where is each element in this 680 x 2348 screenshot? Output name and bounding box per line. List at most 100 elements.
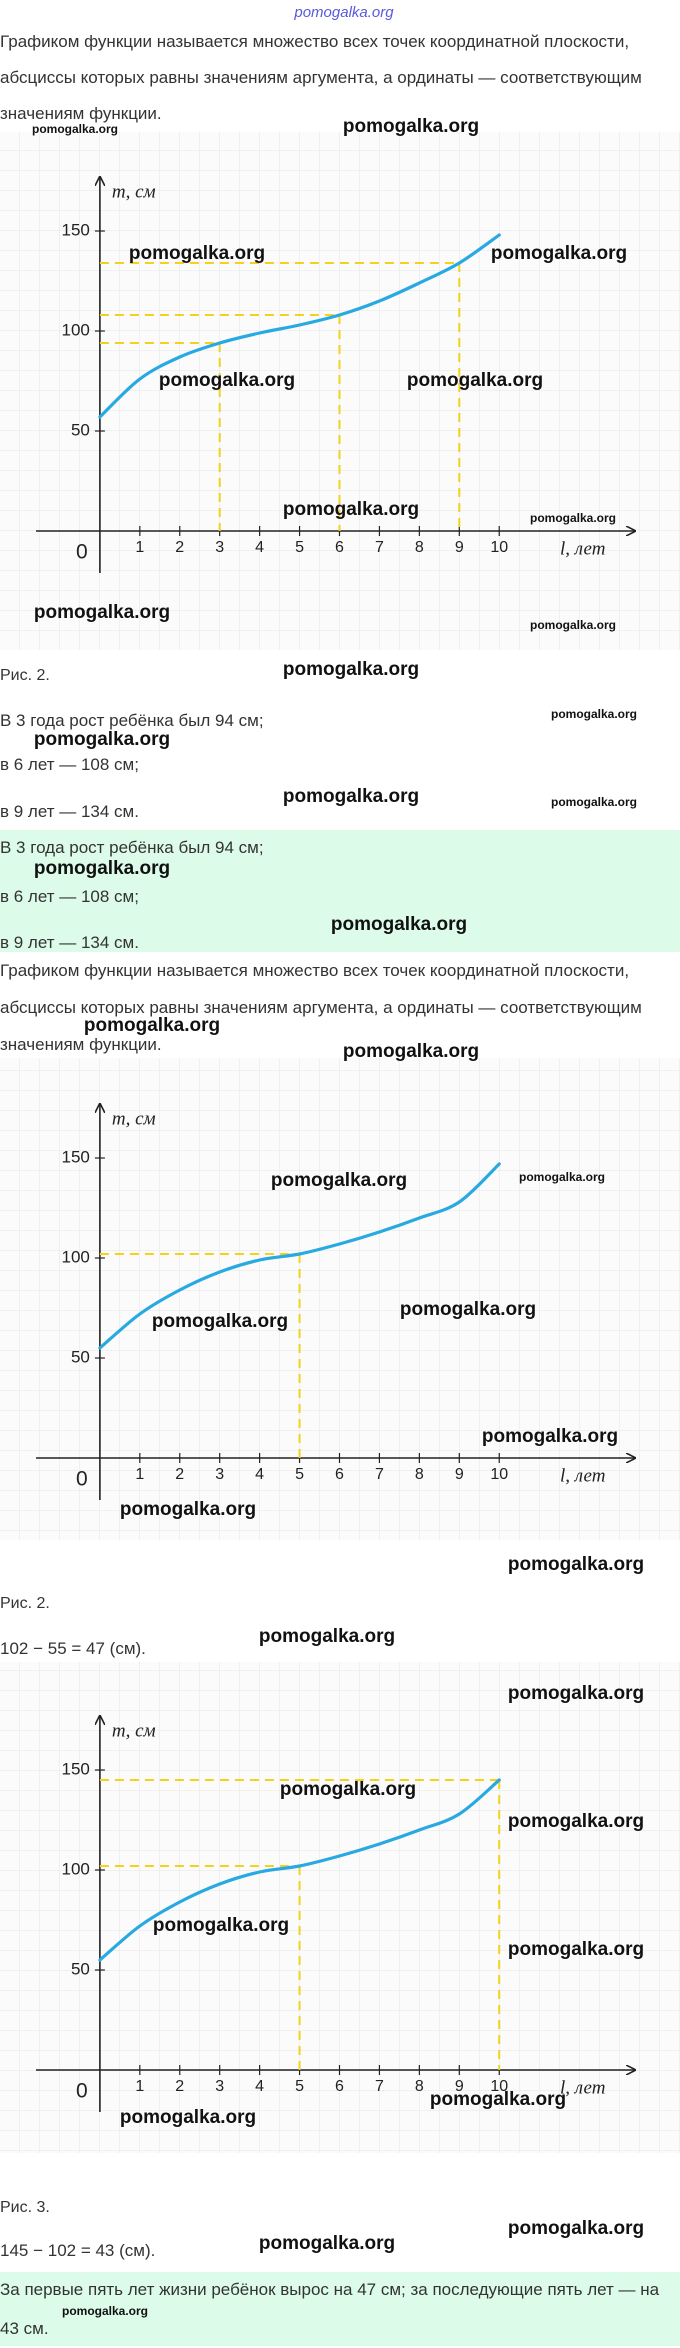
watermark: pomogalka.org [159,370,295,391]
y-tick-label: 150 [62,1759,90,1778]
watermark: pomogalka.org [283,499,419,520]
watermark: pomogalka.org [551,795,637,809]
x-tick-label: 1 [135,2078,144,2095]
curve [98,233,501,419]
x-tick-label: 2 [175,2078,184,2095]
answer-line: в 6 лет — 108 см; [0,755,139,774]
x-tick-label: 8 [415,1466,424,1483]
answer-line: в 9 лет — 134 см. [0,933,139,952]
x-tick-label: 10 [490,539,508,556]
watermark: pomogalka.org [331,914,467,935]
figure: 1 2 3 4 5 6 7 8 9 10 50 100 150 0 m, см l, лет Рис. 2. [0,1058,680,1612]
x-tick-label: 6 [335,1466,344,1483]
origin-label: 0 [76,541,88,564]
watermark: pomogalka.org [343,1041,479,1062]
x-tick-label: 7 [375,539,384,556]
y-tick-label: 100 [62,1247,90,1266]
answer-line: в 9 лет — 134 см. [0,802,139,821]
conclusion: За первые пять лет жизни ребёнок вырос н… [0,2280,660,2338]
watermark: pomogalka.org [508,1554,644,1575]
curve [98,1162,501,1350]
x-tick-label: 7 [375,2078,384,2095]
origin-label: 0 [76,2080,88,2103]
watermark: pomogalka.org [551,707,637,721]
definition: Графиком функции называется множество вс… [0,961,642,1054]
watermark: pomogalka.org [491,243,627,264]
x-tick-label: 2 [175,1466,184,1483]
watermark: pomogalka.org [283,786,419,807]
x-tick-label: 1 [135,539,144,556]
y-axis-label: m, см [112,181,156,202]
watermark: pomogalka.org [407,370,543,391]
definition: Графиком функции называется множество вс… [0,32,642,123]
figure-caption: Рис. 2. [0,1595,50,1612]
y-tick-label: 150 [62,1147,90,1166]
y-axis-label: m, см [112,1108,156,1129]
watermark: pomogalka.org [120,1499,256,1520]
watermark: pomogalka.org [153,1915,289,1936]
y-tick-label: 100 [62,320,90,339]
y-tick-label: 50 [71,1347,90,1366]
watermark: pomogalka.org [508,1939,644,1960]
x-tick-label: 5 [295,539,304,556]
answer-line: В 3 года рост ребёнка был 94 см; [0,711,264,730]
calculation: 145 − 102 = 43 (см). [0,2241,156,2260]
x-tick-label: 1 [135,1466,144,1483]
watermark: pomogalka.org [283,659,419,680]
watermark: pomogalka.org [84,1015,220,1036]
conclusion-box [0,2272,680,2346]
answer-line: в 6 лет — 108 см; [0,887,139,906]
x-tick-label: 10 [490,1466,508,1483]
x-tick-label: 3 [215,1466,224,1483]
x-axis-label: l, лет [560,2077,605,2098]
x-tick-label: 5 [295,2078,304,2095]
y-tick-label: 100 [62,1859,90,1878]
origin-label: 0 [76,1468,88,1491]
watermark: pomogalka.org [508,1811,644,1832]
watermark: pomogalka.org [34,858,170,879]
x-tick-label: 9 [455,2078,464,2095]
watermark: pomogalka.org [34,602,170,623]
watermark: pomogalka.org [34,729,170,750]
x-tick-label: 5 [295,1466,304,1483]
x-tick-label: 4 [255,1466,264,1483]
watermark: pomogalka.org [508,1683,644,1704]
watermark: pomogalka.org [32,122,118,136]
x-tick-label: 3 [215,2078,224,2095]
site-header[interactable]: pomogalka.org [293,4,394,21]
x-axis-label: l, лет [560,1465,605,1486]
x-tick-label: 3 [215,539,224,556]
x-tick-label: 9 [455,1466,464,1483]
watermark: pomogalka.org [530,618,616,632]
calculation: 102 − 55 = 47 (см). [0,1639,146,1658]
y-tick-label: 50 [71,420,90,439]
watermark: pomogalka.org [152,1311,288,1332]
curve [98,1778,501,1962]
x-tick-label: 10 [490,2078,508,2095]
watermark: pomogalka.org [62,2304,148,2318]
y-tick-label: 50 [71,1959,90,1978]
x-tick-label: 2 [175,539,184,556]
x-tick-label: 8 [415,2078,424,2095]
watermark: pomogalka.org [400,1299,536,1320]
watermark: pomogalka.org [482,1426,618,1447]
figure-caption: Рис. 3. [0,2199,50,2216]
watermark: pomogalka.org [259,1626,395,1647]
watermark: pomogalka.org [259,2233,395,2254]
x-tick-label: 4 [255,2078,264,2095]
x-tick-label: 6 [335,2078,344,2095]
watermark: pomogalka.org [129,243,265,264]
x-tick-label: 8 [415,539,424,556]
x-tick-label: 9 [455,539,464,556]
y-axis-label: m, см [112,1720,156,1741]
x-axis-label: l, лет [560,538,605,559]
y-tick-label: 150 [62,220,90,239]
watermark: pomogalka.org [519,1170,605,1184]
watermark: pomogalka.org [280,1779,416,1800]
watermark: pomogalka.org [343,116,479,137]
figure-caption: Рис. 2. [0,667,50,684]
answer-box [0,830,680,952]
watermark: pomogalka.org [530,511,616,525]
x-tick-label: 6 [335,539,344,556]
